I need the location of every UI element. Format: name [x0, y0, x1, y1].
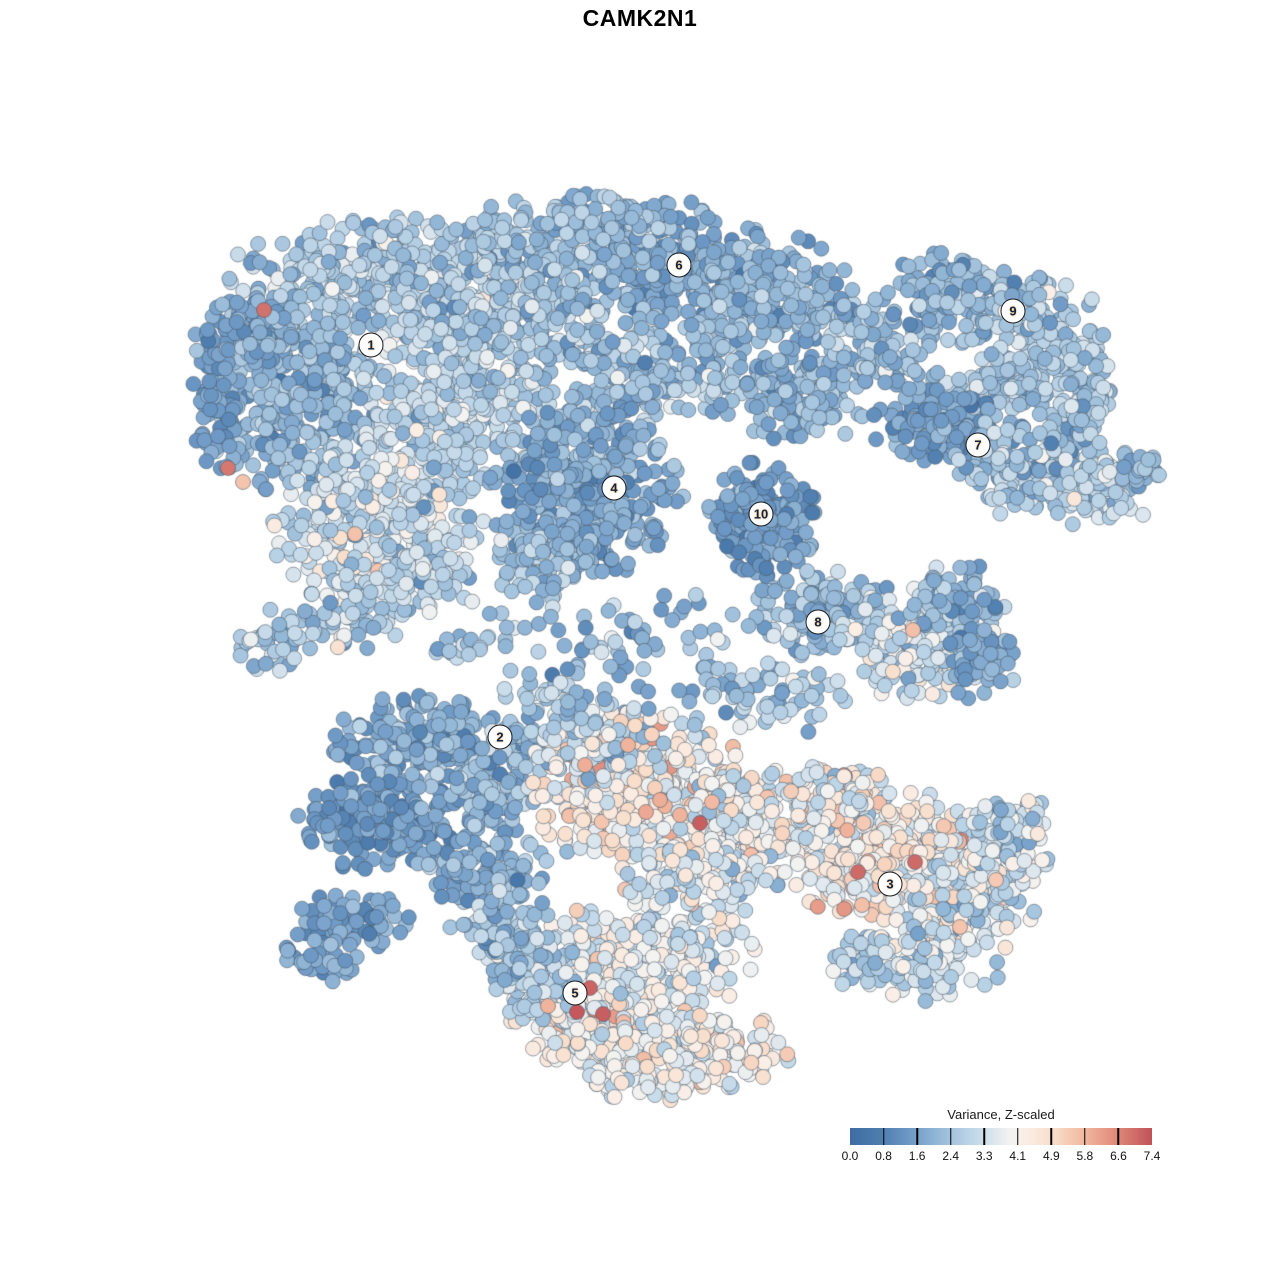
colorbar-tick	[882, 1128, 885, 1145]
colorbar-tick-label: 7.4	[1143, 1149, 1161, 1163]
colorbar-tick-label: 4.9	[1042, 1149, 1060, 1163]
colorbar-tick	[1084, 1128, 1086, 1145]
colorbar-legend: Variance, Z-scaled 0.0 0.8 1.6 2.4 3.3 4.1 4.9…	[842, 1107, 1161, 1164]
colorbar-tick-label: 1.6	[908, 1149, 926, 1163]
cluster-label-8: 8	[805, 609, 831, 635]
colorbar-tick-label: 6.6	[1110, 1149, 1127, 1163]
cluster-label-1: 1	[358, 332, 384, 358]
colorbar-tick-label: 0.8	[875, 1149, 892, 1163]
colorbar-tick-label: 0.0	[841, 1149, 859, 1163]
colorbar-tick	[983, 1128, 985, 1145]
cluster-label-5: 5	[562, 980, 588, 1006]
colorbar-tick-label: 4.1	[1009, 1149, 1027, 1163]
cluster-label-2: 2	[487, 724, 513, 750]
colorbar-tick-labels: 0.0 0.8 1.6 2.4 3.3 4.1 4.9 5.8 6.6 7.4	[842, 1149, 1161, 1164]
cluster-label-3: 3	[877, 871, 903, 897]
colorbar-tick	[1017, 1128, 1019, 1145]
legend-title: Variance, Z-scaled	[947, 1107, 1055, 1122]
cluster-label-7: 7	[965, 432, 991, 458]
colorbar-tick	[916, 1128, 918, 1145]
colorbar-tick	[1050, 1128, 1053, 1145]
colorbar-tick	[949, 1128, 952, 1145]
colorbar-tick	[1117, 1128, 1120, 1145]
colorbar-tick-label: 5.8	[1076, 1149, 1094, 1163]
colorbar-tick-label: 3.3	[975, 1149, 993, 1163]
cluster-label-9: 9	[1000, 298, 1026, 324]
cluster-label-10: 10	[748, 501, 774, 527]
cluster-label-6: 6	[666, 252, 692, 278]
colorbar	[850, 1128, 1152, 1145]
cluster-label-4: 4	[601, 475, 627, 501]
colorbar-tick-label: 2.4	[942, 1149, 959, 1163]
